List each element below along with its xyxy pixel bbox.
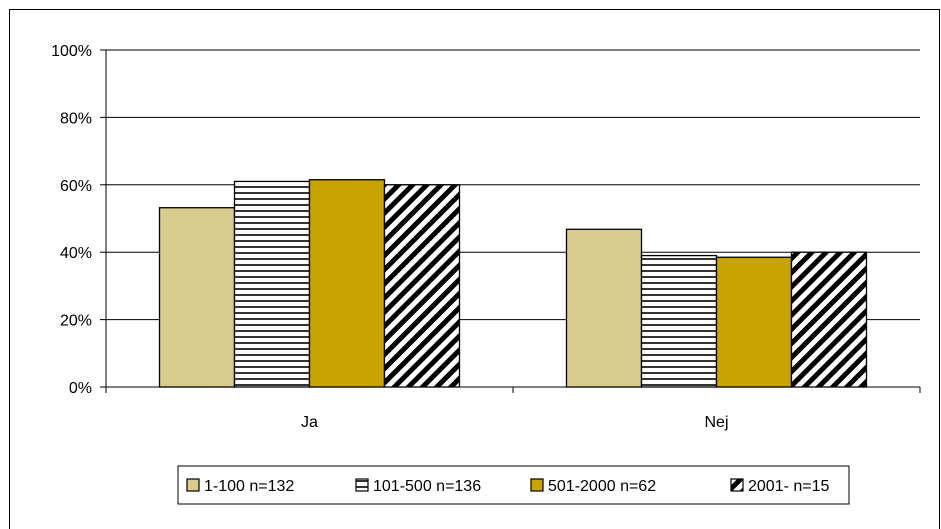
tick-labels: 0% 20% 40% 60% 80% 100% Ja Nej (51, 43, 728, 431)
legend-label: 2001- n=15 (748, 478, 830, 495)
bar-nej-series-4 (790, 251, 868, 388)
y-tick-label: 80% (60, 110, 92, 127)
legend-swatch (186, 478, 200, 492)
legend-swatch (530, 478, 544, 492)
bar-ja-series-2 (233, 180, 311, 388)
x-tick-label: Nej (704, 414, 728, 431)
bar-chart: 0% 20% 40% 60% 80% 100% Ja Nej 1-100 n=132 101-5… (51, 43, 921, 505)
legend-swatch (355, 478, 369, 492)
y-tick-label: 20% (60, 313, 92, 330)
legend-label: 501-2000 n=62 (548, 478, 656, 495)
y-tick-label: 100% (51, 43, 92, 60)
bar-nej-series-1 (565, 228, 643, 388)
legend-label: 1-100 n=132 (204, 478, 294, 495)
y-tick-label: 40% (60, 245, 92, 262)
legend: 1-100 n=132 101-500 n=136 501-2000 n=62 200… (177, 465, 850, 505)
x-tick-label: Ja (301, 414, 318, 431)
legend-swatch (730, 478, 744, 492)
bars (158, 179, 868, 388)
y-tick-label: 60% (60, 178, 92, 195)
legend-label: 101-500 n=136 (373, 478, 481, 495)
bar-ja-series-4 (383, 184, 461, 388)
bar-nej-series-3 (715, 256, 793, 388)
bar-ja-series-3 (308, 179, 386, 388)
bar-ja-series-1 (158, 207, 236, 388)
y-tick-label: 0% (69, 380, 92, 397)
bar-nej-series-2 (640, 254, 718, 388)
chart-frame (9, 9, 940, 529)
